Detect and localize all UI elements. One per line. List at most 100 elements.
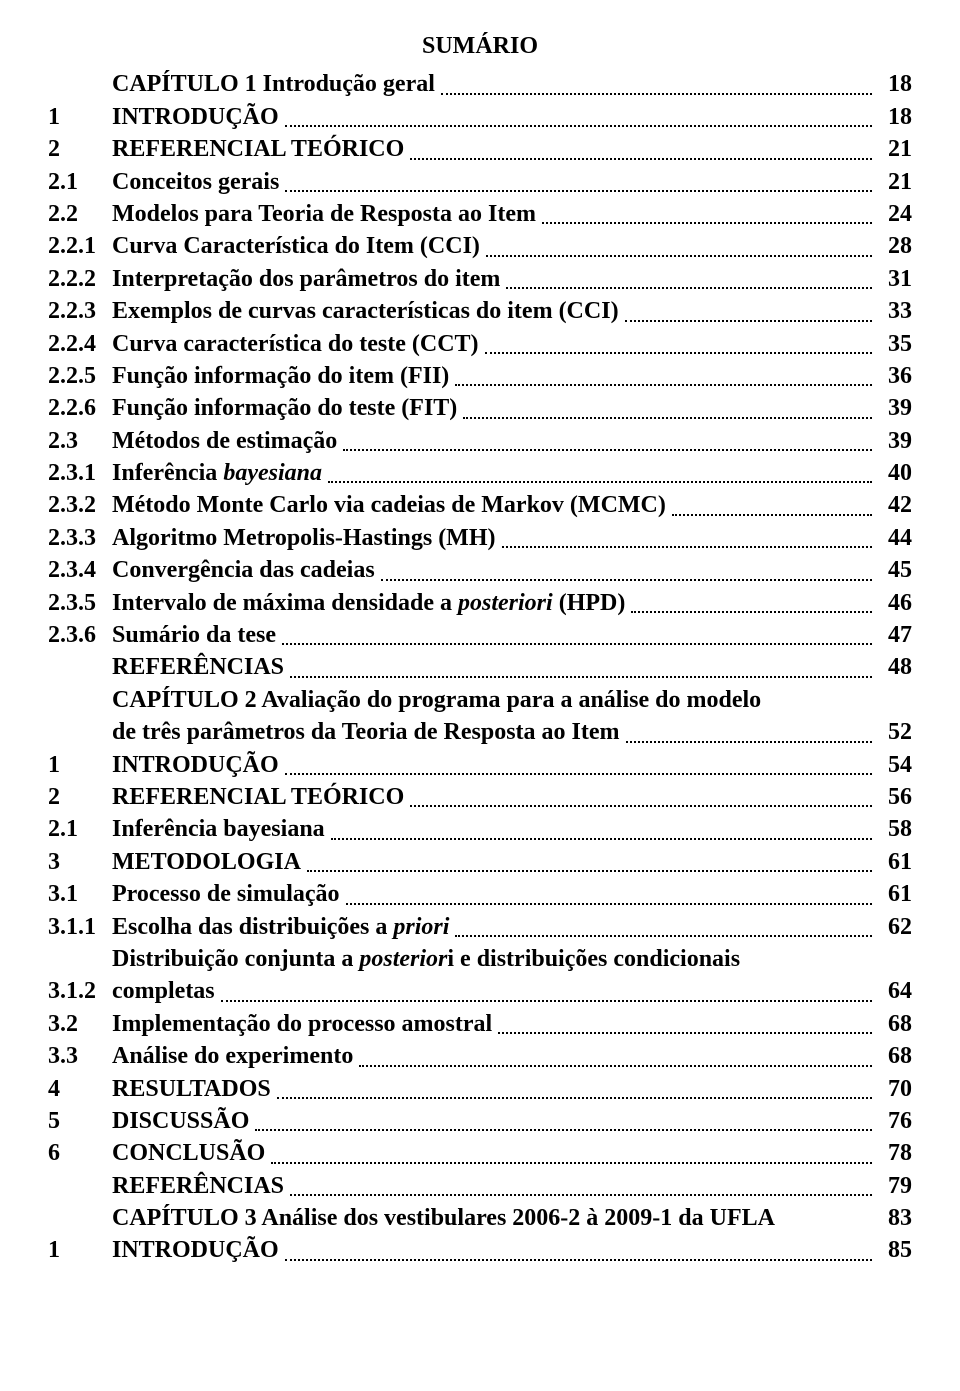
toc-entry-content: Processo de simulação: [112, 878, 876, 910]
toc-leader-dots: [486, 254, 872, 257]
toc-entry-page: 79: [876, 1170, 912, 1202]
toc-row: 2.1Inferência bayesiana 58: [48, 813, 912, 845]
toc-entry-page: 47: [876, 619, 912, 651]
toc-entry-content: Métodos de estimação: [112, 425, 876, 457]
toc-leader-dots: [631, 610, 872, 613]
toc-entry-page: 68: [876, 1008, 912, 1040]
toc-entry-page: 28: [876, 230, 912, 262]
toc-entry-number: 2.3: [48, 425, 112, 457]
toc-row: CAPÍTULO 2 Avaliação do programa para a …: [48, 684, 912, 749]
toc-entry-page: 39: [876, 425, 912, 457]
toc-entry-number: 3.1.2: [48, 975, 112, 1007]
toc-row: 2.3.1Inferência bayesiana40: [48, 457, 912, 489]
toc-row: 2.2.6Função informação do teste (FIT)39: [48, 392, 912, 424]
toc-entry-label: Algoritmo Metropolis-Hastings (MH): [112, 522, 496, 554]
toc-entry-label: REFERÊNCIAS: [112, 1170, 284, 1202]
toc-entry-page: 35: [876, 328, 912, 360]
toc-row: 2.3.3Algoritmo Metropolis-Hastings (MH)4…: [48, 522, 912, 554]
toc-title: SUMÁRIO: [48, 30, 912, 62]
toc-entry-page: 45: [876, 554, 912, 586]
toc-entry-number: 2.3.5: [48, 587, 112, 619]
toc-entry-label: completas: [112, 975, 215, 1007]
toc-row: 2.2.1Curva Característica do Item (CCI)2…: [48, 230, 912, 262]
toc-leader-dots: [455, 383, 872, 386]
toc-entry-page: 58: [876, 813, 912, 845]
toc-entry-content: Função informação do teste (FIT): [112, 392, 876, 424]
toc-entry-label: CAPÍTULO 1 Introdução geral: [112, 68, 435, 100]
toc-leader-dots: [343, 448, 872, 451]
toc-row: 3.1.2Distribuição conjunta a posteriori …: [48, 943, 912, 1008]
toc-entry-page: 61: [876, 846, 912, 878]
toc-entry-line2: completas: [112, 975, 876, 1007]
toc-entry-label: Método Monte Carlo via cadeias de Markov…: [112, 489, 666, 521]
toc-entry-label: Inferência bayesiana: [112, 813, 325, 845]
toc-row: 2.2.4Curva característica do teste (CCT)…: [48, 328, 912, 360]
toc-entry-label: Interpretação dos parâmetros do item: [112, 263, 500, 295]
toc-entry-page: 33: [876, 295, 912, 327]
toc-entry-page: 18: [876, 68, 912, 100]
toc-entry-content: Escolha das distribuições a priori: [112, 911, 876, 943]
toc-entry-number: 2.2.4: [48, 328, 112, 360]
toc-entry-line2: de três parâmetros da Teoria de Resposta…: [112, 716, 876, 748]
toc-entry-content: DISCUSSÃO: [112, 1105, 876, 1137]
toc-entry-label: INTRODUÇÃO: [112, 749, 279, 781]
toc-row: 2REFERENCIAL TEÓRICO21: [48, 133, 912, 165]
toc-entry-label: INTRODUÇÃO: [112, 1234, 279, 1266]
toc-leader-dots: [672, 513, 872, 516]
toc-entry-label: REFERENCIAL TEÓRICO: [112, 781, 404, 813]
toc-entry-page: 31: [876, 263, 912, 295]
toc-row: REFERÊNCIAS48: [48, 651, 912, 683]
toc-entry-page: 24: [876, 198, 912, 230]
toc-entry-content: RESULTADOS: [112, 1073, 876, 1105]
toc-entry-content: Implementação do processo amostral: [112, 1008, 876, 1040]
toc-row: 2.1Conceitos gerais21: [48, 166, 912, 198]
toc-leader-dots: [506, 286, 872, 289]
toc-leader-dots: [221, 999, 872, 1002]
toc-row: 2.3.6Sumário da tese47: [48, 619, 912, 651]
toc-row: 3.1.1Escolha das distribuições a priori6…: [48, 911, 912, 943]
toc-leader-dots: [307, 869, 872, 872]
toc-row: CAPÍTULO 3 Análise dos vestibulares 2006…: [48, 1202, 912, 1234]
toc-entry-content: Algoritmo Metropolis-Hastings (MH): [112, 522, 876, 554]
toc-entry-label: Métodos de estimação: [112, 425, 337, 457]
toc-entry-number: 6: [48, 1137, 112, 1169]
toc-entry-label: Análise do experimento: [112, 1040, 353, 1072]
toc-row: 4RESULTADOS70: [48, 1073, 912, 1105]
toc-entry-content: CAPÍTULO 1 Introdução geral: [112, 68, 876, 100]
toc-row: 2.2.5Função informação do item (FII)36: [48, 360, 912, 392]
toc-entry-number: 2.3.1: [48, 457, 112, 489]
toc-entry-page: 18: [876, 101, 912, 133]
toc-row: 2.3.4Convergência das cadeias45: [48, 554, 912, 586]
toc-entry-number: 2.3.4: [48, 554, 112, 586]
toc-leader-dots: [285, 189, 872, 192]
toc-entry-page: 36: [876, 360, 912, 392]
toc-entry-content: INTRODUÇÃO: [112, 749, 876, 781]
toc-entry-label: INTRODUÇÃO: [112, 101, 279, 133]
toc-entry-number: 3.2: [48, 1008, 112, 1040]
toc-row: CAPÍTULO 1 Introdução geral 18: [48, 68, 912, 100]
toc-leader-dots: [277, 1096, 872, 1099]
toc-entry-label: Modelos para Teoria de Resposta ao Item: [112, 198, 536, 230]
toc-leader-dots: [410, 804, 872, 807]
toc-entry-italic: priori: [393, 914, 449, 940]
toc-entry-number: 3.1: [48, 878, 112, 910]
toc-entry-label: Função informação do teste (FIT): [112, 392, 457, 424]
toc-entry-page: 21: [876, 133, 912, 165]
toc-entry-content: INTRODUÇÃO: [112, 1234, 876, 1266]
toc-entry-label: DISCUSSÃO: [112, 1105, 249, 1137]
toc-entry-label: Sumário da tese: [112, 619, 276, 651]
toc-entry-content: REFERÊNCIAS: [112, 1170, 876, 1202]
toc-entry-content: Método Monte Carlo via cadeias de Markov…: [112, 489, 876, 521]
toc-row: 1INTRODUÇÃO85: [48, 1234, 912, 1266]
toc-entry-number: 3.3: [48, 1040, 112, 1072]
toc-leader-dots: [346, 902, 872, 905]
toc-entry-content: REFERENCIAL TEÓRICO: [112, 781, 876, 813]
toc-entry-page: 76: [876, 1105, 912, 1137]
toc-entry-page: 62: [876, 911, 912, 943]
toc-entry-number: 2.1: [48, 813, 112, 845]
toc-leader-dots: [463, 416, 872, 419]
toc-entry-label: Exemplos de curvas características do it…: [112, 295, 619, 327]
toc-entry-number: 2: [48, 781, 112, 813]
toc-entry-label: Escolha das distribuições a priori: [112, 911, 449, 943]
toc-row: 2.2.2Interpretação dos parâmetros do ite…: [48, 263, 912, 295]
